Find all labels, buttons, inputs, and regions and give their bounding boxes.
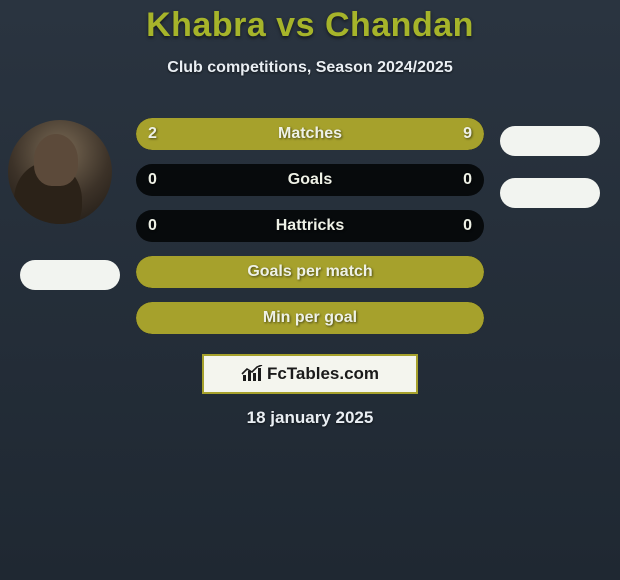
player-left-club-badge: [20, 260, 120, 290]
snapshot-date: 18 january 2025: [0, 408, 620, 428]
comparison-card: Khabra vs Chandan Club competitions, Sea…: [0, 0, 620, 580]
stat-row: Goals per match: [136, 256, 484, 288]
stat-value-right: 0: [463, 217, 472, 235]
brand-text: FcTables.com: [267, 364, 379, 384]
stat-label: Goals: [136, 171, 484, 189]
stat-bar-fill-left: [136, 118, 199, 150]
player-left-avatar: [8, 120, 112, 224]
stat-row: 29Matches: [136, 118, 484, 150]
stat-value-left: 0: [148, 217, 157, 235]
subtitle: Club competitions, Season 2024/2025: [0, 59, 620, 77]
stat-bar-fill-right: [199, 118, 484, 150]
stat-label: Hattricks: [136, 217, 484, 235]
brand-chart-icon: [241, 365, 263, 383]
stat-row: Min per goal: [136, 302, 484, 334]
stat-bars: 29Matches00Goals00HattricksGoals per mat…: [136, 118, 484, 348]
player-right-badge-1: [500, 126, 600, 156]
page-title: Khabra vs Chandan: [0, 6, 620, 45]
brand-watermark: FcTables.com: [202, 354, 418, 394]
stat-value-left: 0: [148, 171, 157, 189]
stat-row: 0 0Hattricks: [136, 210, 484, 242]
stat-bar-fill: [136, 256, 484, 288]
player-right-badge-2: [500, 178, 600, 208]
stat-row: 0 0Goals: [136, 164, 484, 196]
stat-value-right: 0: [463, 171, 472, 189]
stat-bar-fill: [136, 302, 484, 334]
